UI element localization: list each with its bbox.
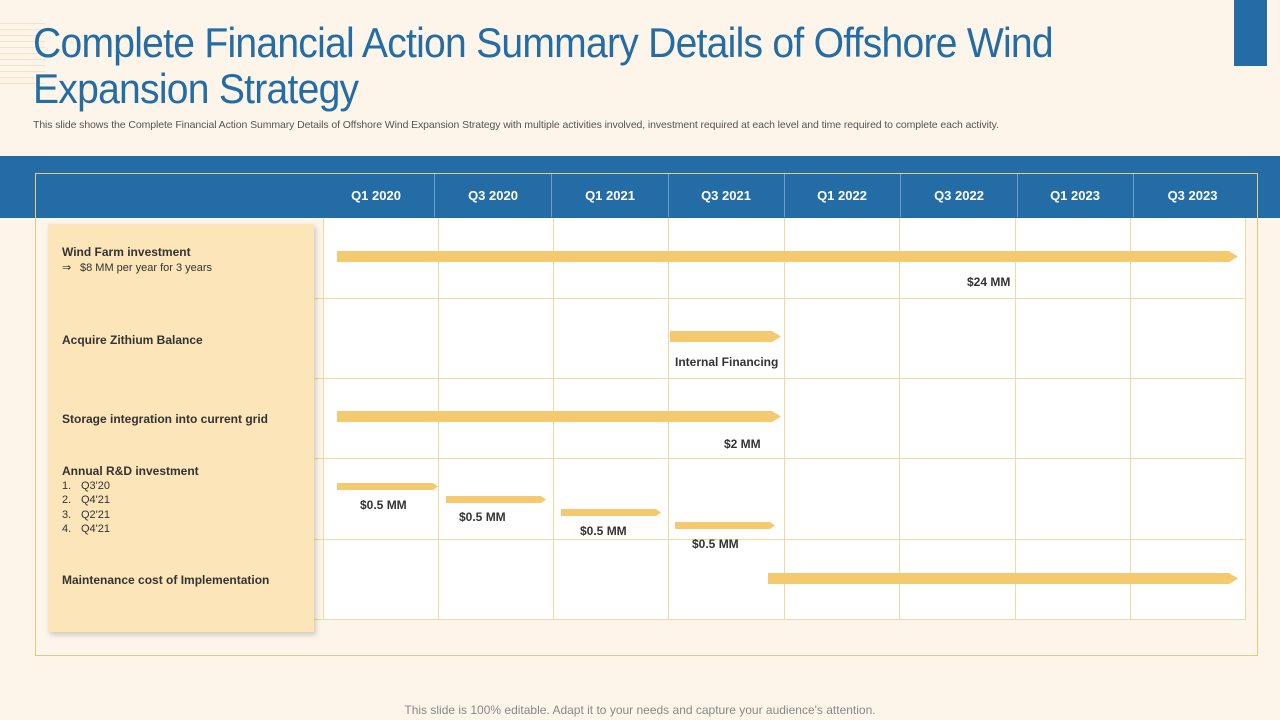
quarter-header: Q3 2023 — [1167, 187, 1218, 203]
quarter-header: Q3 2022 — [901, 173, 1018, 217]
rd-value: $0.5 MM — [360, 498, 407, 512]
rd-list-item: 4. Q4'21 — [62, 522, 111, 535]
wind-farm-bar — [337, 251, 1238, 262]
row-divider — [55, 458, 1246, 459]
corner-accent-block — [1234, 0, 1267, 66]
rd-list-item: 2. Q4'21 — [62, 494, 111, 507]
storage-bar — [337, 411, 781, 422]
right-arrow-icon: ⇒ — [62, 262, 72, 274]
timeline-header-band — [0, 156, 1280, 218]
grid-line — [784, 218, 785, 619]
storage-value: $2 MM — [724, 437, 761, 451]
zithium-bar — [670, 331, 781, 342]
wind-farm-label: Wind Farm investment — [62, 245, 191, 259]
wind-farm-note: ⇒ $8 MM per year for 3 years — [62, 261, 212, 274]
rd-bar — [337, 483, 438, 490]
storage-label: Storage integration into current grid — [62, 412, 269, 426]
timeline-frame — [35, 173, 1258, 656]
rd-value: $0.5 MM — [580, 524, 627, 538]
maintenance-label: Maintenance cost of Implementation — [62, 573, 270, 587]
slide-subtitle: This slide shows the Complete Financial … — [33, 119, 999, 131]
maintenance-bar — [768, 573, 1238, 584]
rd-bar — [675, 522, 775, 529]
row-divider — [55, 619, 1246, 620]
rd-value: $0.5 MM — [459, 510, 506, 524]
quarter-header: Q1 2022 — [784, 173, 901, 217]
rd-bar — [446, 496, 546, 503]
wind-farm-value: $24 MM — [967, 275, 1011, 289]
grid-line — [1015, 218, 1016, 619]
grid-line — [899, 218, 900, 619]
rd-label: Annual R&D investment — [62, 464, 199, 478]
quarter-header: Q1 2021 — [552, 173, 669, 217]
rd-list-item: 1. Q3'20 — [62, 480, 111, 492]
grid-line — [1130, 218, 1131, 619]
grid-line — [323, 218, 324, 619]
activity-panel — [48, 224, 314, 632]
rd-list: 1. Q3'20 2. Q4'21 3. Q2'21 4. Q4'21 — [62, 479, 110, 536]
grid-line — [1245, 218, 1246, 619]
zithium-label: Acquire Zithium Balance — [62, 333, 203, 347]
rd-bar — [561, 509, 661, 516]
row-divider — [55, 378, 1246, 379]
quarter-header: Q3 2020 — [435, 173, 552, 217]
quarter-header: Q1 2023 — [1017, 173, 1134, 217]
decorative-stripes — [0, 18, 45, 88]
row-divider — [55, 298, 1246, 299]
quarter-header: Q1 2020 — [318, 173, 435, 217]
slide-footer: This slide is 100% editable. Adapt it to… — [404, 703, 876, 717]
zithium-value: Internal Financing — [675, 355, 779, 369]
rd-list-item: 3. Q2'21 — [62, 508, 111, 521]
wind-farm-note-text: $8 MM per year for 3 years — [80, 262, 213, 274]
slide-title: Complete Financial Action Summary Detail… — [33, 19, 1054, 112]
row-divider — [55, 539, 1246, 540]
rd-value: $0.5 MM — [692, 537, 739, 551]
quarter-header: Q3 2021 — [668, 173, 785, 217]
